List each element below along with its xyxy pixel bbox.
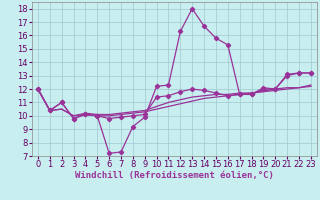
X-axis label: Windchill (Refroidissement éolien,°C): Windchill (Refroidissement éolien,°C) (75, 171, 274, 180)
